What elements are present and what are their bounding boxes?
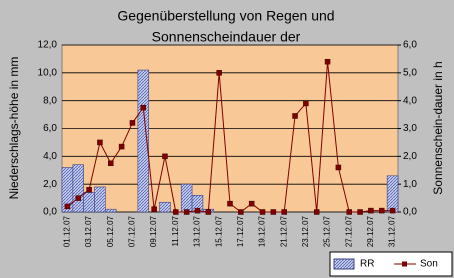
marker [378,207,385,214]
marker [259,209,266,215]
marker [292,113,298,119]
chart-title: Gegenüberstellung von Regen und [117,8,334,24]
y-tick-label: 8,0 [43,95,57,106]
marker [129,120,136,126]
legend-swatch [402,261,407,267]
bar [137,69,150,213]
bar [105,208,117,213]
marker [281,209,287,215]
x-tick-label: 11.12.07 [171,215,180,246]
y2-tick-label: 1,0 [403,179,417,190]
x-tick-label: 25.12.07 [323,215,332,247]
chart-subtitle: Sonnenscheindauer der [152,29,301,45]
y-axis-label: Niederschlags-höhe in mm [7,57,21,200]
marker [357,209,363,215]
marker [151,206,157,212]
y2-tick-label: 4,0 [403,95,417,106]
y2-tick-label: 5,0 [403,67,417,78]
x-tick-label: 29.12.07 [366,215,375,247]
x-tick-label: 13.12.07 [193,215,202,247]
x-tick-label: 01.12.07 [63,215,72,247]
marker [270,209,277,215]
marker [303,100,309,107]
bar [72,164,84,213]
y2-tick-label: 2,0 [403,151,417,162]
x-tick-label: 21.12.07 [279,215,288,247]
x-tick-label: 23.12.07 [301,215,310,247]
x-tick-label: 17.12.07 [236,215,245,247]
bar [159,201,171,213]
y-tick-label: 6,0 [43,123,57,134]
marker [324,58,331,65]
marker [97,139,103,146]
x-tick-label: 09.12.07 [149,215,158,247]
y2-tick-label: 6,0 [403,40,417,51]
legend-swatch [333,258,355,270]
y2-tick-label: 0,0 [403,207,417,218]
y-tick-label: 0,0 [43,207,57,218]
x-tick-label: 19.12.07 [258,215,267,247]
bar [386,175,399,213]
y2-axis-label: Sonnenschein-dauer in h [431,61,445,194]
x-tick-label: 15.12.07 [214,215,223,247]
y-tick-label: 10,0 [38,67,58,78]
marker [205,209,212,215]
marker [183,209,190,215]
marker [86,186,92,193]
marker [248,200,255,207]
marker [227,200,233,207]
marker [162,153,168,160]
legend-label: RR [360,259,374,270]
marker [173,209,179,215]
marker [64,203,71,210]
bar [83,192,95,213]
marker [313,209,320,215]
marker [389,207,396,214]
legend-label: Son [420,259,438,270]
x-tick-label: 05.12.07 [106,215,115,247]
marker [368,207,374,214]
x-tick-label: 27.12.07 [344,215,353,247]
bar [94,186,106,213]
x-tick-label: 07.12.07 [128,215,137,247]
marker [118,143,125,150]
marker [194,207,201,214]
y2-tick-label: 3,0 [403,123,417,134]
x-tick-label: 31.12.07 [388,215,397,247]
x-tick-label: 03.12.07 [84,215,93,247]
marker [346,209,352,215]
marker [140,104,147,111]
y-tick-label: 4,0 [43,151,57,162]
y-tick-label: 2,0 [43,179,57,190]
marker [216,70,222,76]
bar [180,183,193,213]
marker [335,164,342,171]
y-tick-label: 12,0 [38,40,58,51]
marker [108,160,114,167]
marker [238,209,244,215]
marker [75,195,82,201]
